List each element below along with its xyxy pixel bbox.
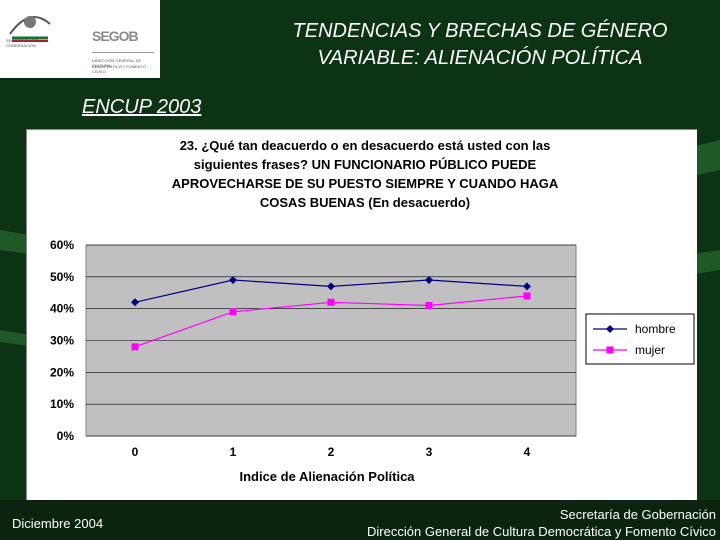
data-point-mujer (523, 292, 531, 300)
legend-box (585, 313, 695, 365)
slide-title-line1: TENDENCIAS Y BRECHAS DE GÉNERO (292, 20, 668, 42)
gridlines (86, 244, 576, 437)
slide-title-line2: VARIABLE: ALIENACIÓN POLÍTICA (317, 47, 643, 69)
chart-title-line3: APROVECHARSE DE SU PUESTO SIEMPRE Y CUAN… (172, 176, 559, 191)
slide-title: TENDENCIAS Y BRECHAS DE GÉNERO VARIABLE:… (240, 18, 720, 72)
y-tick-label: 20% (50, 365, 74, 379)
footer-org-line2: Dirección General de Cultura Democrática… (367, 524, 716, 539)
x-tick-label: 0 (132, 445, 139, 459)
footer-organization: Secretaría de Gobernación Dirección Gene… (367, 506, 716, 540)
data-point-mujer (229, 308, 237, 316)
data-point-mujer (131, 343, 139, 351)
x-axis-label: Indice de Alienación Política (239, 469, 415, 484)
legend-marker (606, 325, 614, 333)
y-tick-label: 30% (50, 334, 74, 348)
footer-date: Diciembre 2004 (12, 516, 104, 531)
data-point-hombre (229, 276, 237, 285)
data-point-hombre (425, 276, 433, 285)
y-tick-label: 60% (50, 238, 74, 252)
chart-frame: 23. ¿Qué tan deacuerdo o en desacuerdo e… (26, 129, 697, 500)
x-tick-label: 3 (426, 445, 433, 459)
data-point-hombre (523, 282, 531, 291)
national-seal-icon (9, 15, 51, 42)
legend-label: mujer (635, 343, 665, 357)
survey-subtitle: ENCUP 2003 (82, 96, 202, 118)
data-point-hombre (131, 298, 139, 307)
y-tick-label: 50% (50, 270, 74, 284)
chart-title-line1: 23. ¿Qué tan deacuerdo o en desacuerdo e… (180, 138, 551, 153)
agency-name-line2: GOBERNACIÓN (6, 43, 37, 48)
legend-marker (606, 346, 614, 354)
agency-brand: SEGOB (92, 28, 139, 44)
y-tick-label: 40% (50, 302, 74, 316)
legend-label: hombre (635, 322, 676, 336)
x-axis-ticks: 0 1 2 3 4 (132, 445, 531, 459)
chart-title-line2: siguientes frases? UN FUNCIONARIO PÚBLIC… (194, 157, 537, 172)
y-tick-label: 10% (50, 397, 74, 411)
series-group (131, 276, 531, 351)
x-tick-label: 1 (230, 445, 237, 459)
x-tick-label: 4 (524, 445, 531, 459)
line-chart: 23. ¿Qué tan deacuerdo o en desacuerdo e… (50, 138, 695, 484)
unit-name-line1: DIRECCIÓN GENERAL DE CULTURA (92, 58, 142, 68)
x-tick-label: 2 (328, 445, 335, 459)
data-point-mujer (425, 301, 433, 309)
footer-org-line1: Secretaría de Gobernación (559, 507, 716, 522)
agency-name-line1: SECRETARÍA DE (6, 38, 38, 43)
chart-title-line4: COSAS BUENAS (En desacuerdo) (260, 195, 470, 210)
data-point-hombre (327, 282, 335, 291)
y-axis-ticks: 0% 10% 20% 30% 40% 50% 60% (50, 238, 74, 443)
agency-logo: SECRETARÍA DE GOBERNACIÓN SEGOB DIRECCIÓ… (0, 0, 160, 78)
y-tick-label: 0% (57, 429, 75, 443)
logo-divider (92, 52, 154, 53)
data-point-mujer (327, 298, 335, 306)
legend: hombre mujer (585, 313, 695, 365)
chart-title: 23. ¿Qué tan deacuerdo o en desacuerdo e… (172, 138, 559, 210)
unit-name-line2: DEMOCRÁTICA Y FOMENTO CÍVICO (92, 64, 147, 74)
